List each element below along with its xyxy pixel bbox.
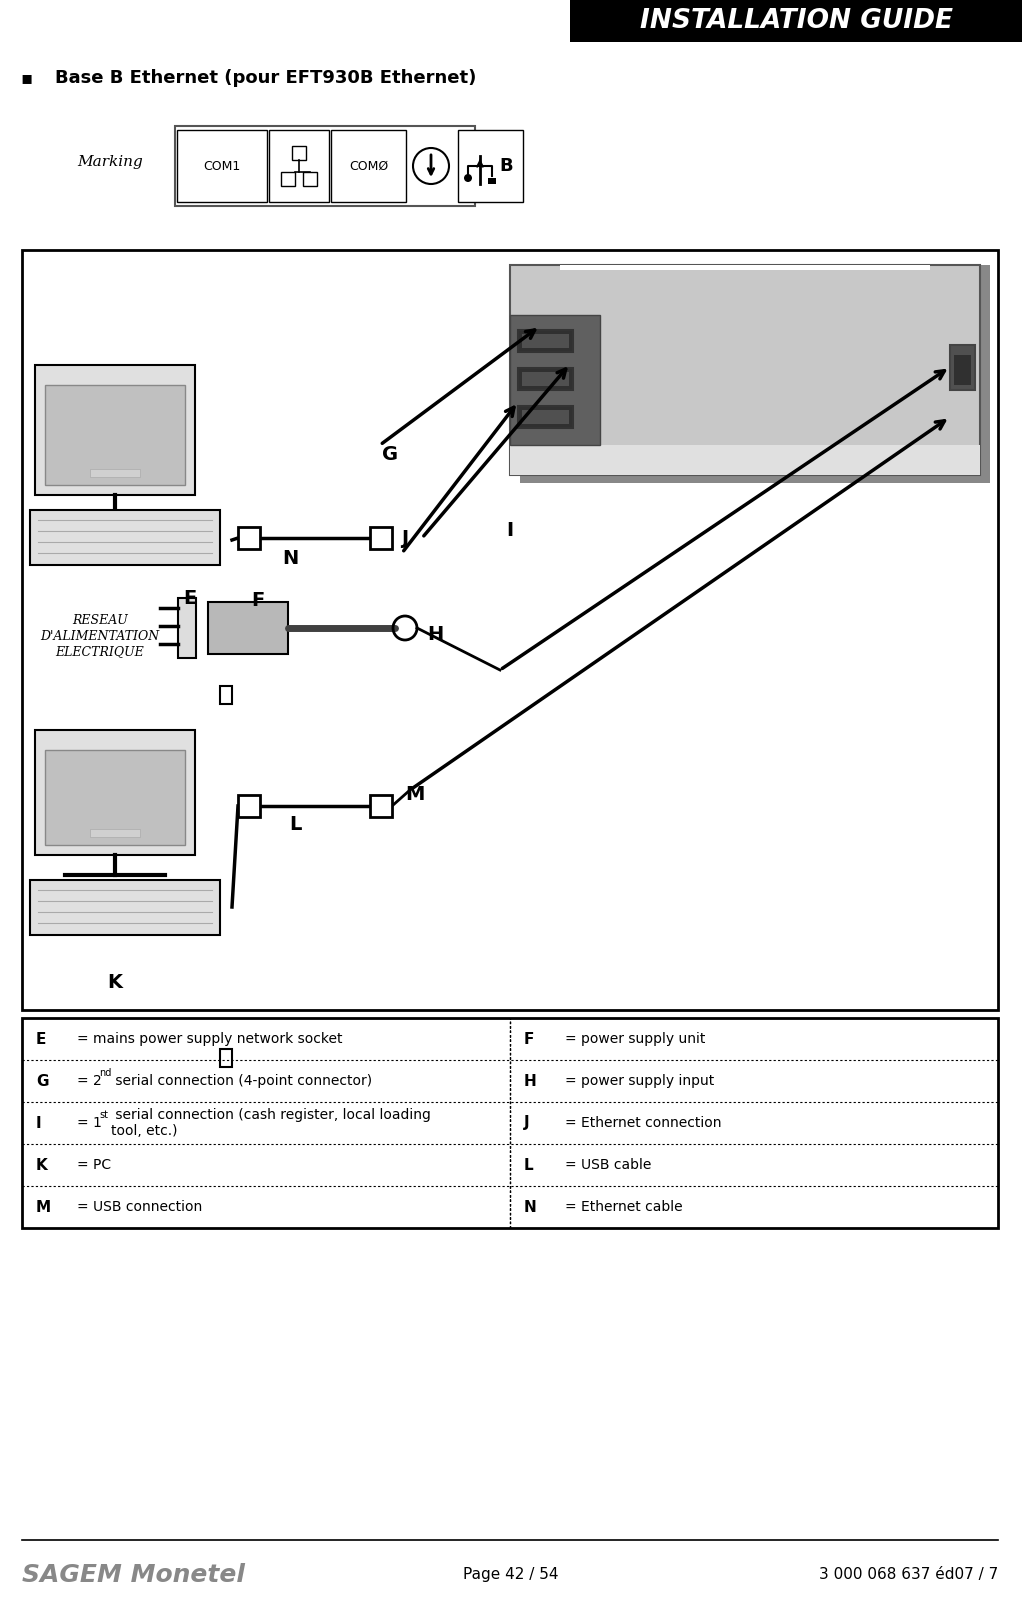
Text: Page 42 / 54: Page 42 / 54 (463, 1567, 559, 1583)
Bar (522, 410, 569, 425)
Bar (45, 750, 185, 844)
Bar (22, 250, 998, 1009)
Text: E: E (36, 1032, 46, 1046)
Text: F: F (524, 1032, 535, 1046)
Text: INSTALLATION GUIDE: INSTALLATION GUIDE (640, 8, 953, 34)
Bar (35, 365, 195, 495)
Text: COM1: COM1 (203, 160, 240, 173)
Text: J: J (524, 1115, 529, 1131)
Text: = power supply input: = power supply input (565, 1073, 714, 1088)
Bar (560, 264, 930, 271)
Text: G: G (36, 1073, 48, 1088)
Text: N: N (524, 1200, 537, 1214)
Text: serial connection (cash register, local loading
tool, etc.): serial connection (cash register, local … (111, 1109, 431, 1137)
Bar (22, 1017, 998, 1229)
Bar (510, 316, 600, 445)
Bar (238, 527, 260, 549)
Bar (303, 171, 317, 186)
Text: = USB cable: = USB cable (565, 1158, 651, 1173)
Text: = 2: = 2 (77, 1073, 102, 1088)
Bar (510, 264, 980, 476)
Bar (510, 445, 980, 476)
Bar (220, 686, 232, 703)
Circle shape (464, 175, 472, 183)
Text: L: L (289, 815, 301, 835)
Text: H: H (427, 625, 444, 644)
Bar (522, 333, 569, 348)
Text: Marking: Marking (77, 155, 143, 168)
Text: RESEAU: RESEAU (73, 614, 128, 626)
Text: = mains power supply network socket: = mains power supply network socket (77, 1032, 342, 1046)
Text: G: G (382, 445, 398, 465)
Text: = Ethernet cable: = Ethernet cable (565, 1200, 683, 1214)
Bar (570, 0, 1022, 42)
Text: = power supply unit: = power supply unit (565, 1032, 705, 1046)
Bar (175, 127, 475, 207)
Bar (458, 130, 523, 202)
Text: M: M (36, 1200, 51, 1214)
Text: 3 000 068 637 éd07 / 7: 3 000 068 637 éd07 / 7 (819, 1567, 998, 1583)
Text: M: M (406, 785, 425, 804)
Text: F: F (251, 591, 265, 609)
Text: Base B Ethernet (pour EFT930B Ethernet): Base B Ethernet (pour EFT930B Ethernet) (55, 69, 476, 87)
Bar (45, 384, 185, 485)
Text: nd: nd (99, 1069, 111, 1078)
Bar (90, 469, 140, 477)
Bar (178, 598, 196, 658)
Bar (35, 731, 195, 855)
Bar (370, 527, 392, 549)
Text: st: st (99, 1110, 108, 1120)
Bar (220, 1049, 232, 1067)
Bar (292, 146, 306, 160)
Text: = 1: = 1 (77, 1117, 102, 1129)
Bar (208, 602, 288, 654)
Bar (281, 171, 295, 186)
Text: K: K (36, 1158, 48, 1173)
Text: D'ALIMENTATION: D'ALIMENTATION (41, 630, 159, 642)
Text: = USB connection: = USB connection (77, 1200, 202, 1214)
Bar (30, 509, 220, 566)
Bar (518, 405, 573, 428)
Text: I: I (36, 1115, 42, 1131)
Bar (520, 264, 990, 482)
Bar (269, 130, 329, 202)
Text: B: B (499, 157, 513, 175)
Text: = Ethernet connection: = Ethernet connection (565, 1117, 722, 1129)
Text: ELECTRIQUE: ELECTRIQUE (55, 646, 144, 658)
Text: N: N (282, 548, 298, 567)
Bar (950, 344, 975, 389)
Bar (331, 130, 406, 202)
Text: serial connection (4-point connector): serial connection (4-point connector) (111, 1073, 372, 1088)
Bar (518, 368, 573, 389)
Text: K: K (107, 972, 123, 992)
Text: I: I (507, 521, 514, 540)
Bar (177, 130, 267, 202)
Text: H: H (524, 1073, 537, 1088)
Bar (238, 795, 260, 817)
Text: = PC: = PC (77, 1158, 111, 1173)
Text: E: E (183, 588, 196, 607)
Text: COMØ: COMØ (349, 160, 388, 173)
Bar (518, 330, 573, 352)
Bar (954, 356, 971, 384)
Text: J: J (402, 529, 409, 548)
Bar (370, 795, 392, 817)
Text: L: L (524, 1158, 533, 1173)
Text: SAGEM Monetel: SAGEM Monetel (22, 1564, 245, 1588)
Bar (90, 828, 140, 836)
Bar (487, 178, 496, 184)
Bar (522, 372, 569, 386)
Text: ▪: ▪ (20, 69, 33, 87)
Bar (30, 879, 220, 936)
